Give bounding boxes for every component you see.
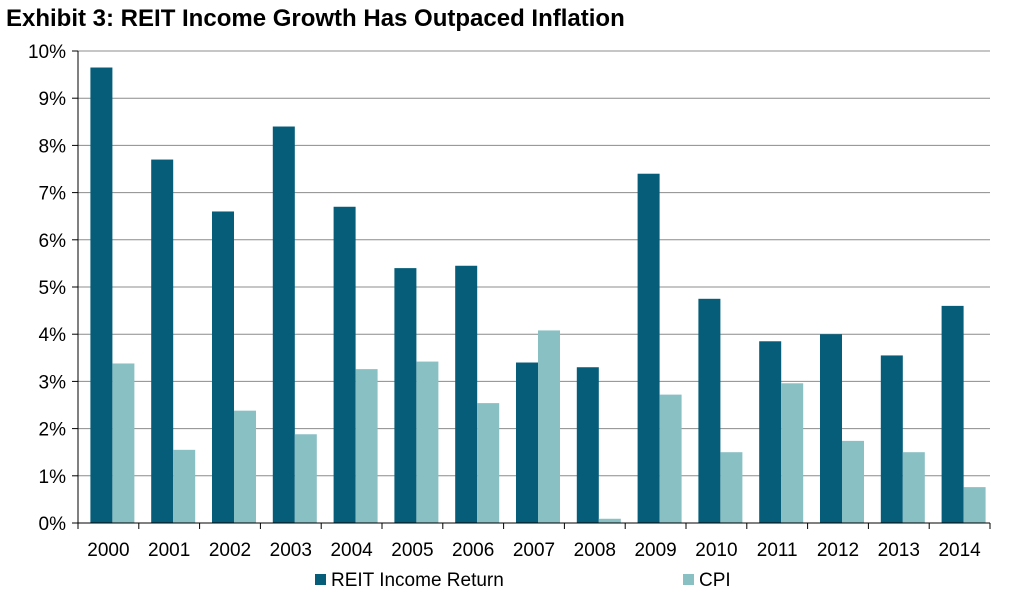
y-tick-label: 7% [39,184,67,205]
x-tick-label: 2013 [878,540,920,561]
cpi-bar-2005 [416,361,439,523]
cpi-bar-2000 [112,363,135,523]
x-tick-label: 2012 [817,540,859,561]
reit-bar-2001 [151,159,174,523]
legend-label: REIT Income Return [331,570,504,591]
cpi-bar-2002 [234,410,256,523]
x-tick-label: 2010 [695,540,737,561]
cpi-bar-2010 [720,452,743,523]
y-tick-label: 10% [28,42,66,63]
cpi-bar-2009 [659,394,682,523]
x-tick-label: 2011 [757,540,798,561]
y-tick-label: 4% [39,325,67,346]
x-tick-label: 2005 [391,540,433,561]
y-tick-label: 2% [39,420,67,441]
cpi-bar-2004 [355,369,378,523]
legend-swatch [315,574,326,585]
legend-label: CPI [699,570,731,591]
reit-bar-2013 [880,355,903,523]
y-tick-label: 0% [39,514,67,535]
x-tick-label: 2000 [87,540,129,561]
cpi-bar-2003 [294,434,317,523]
x-tick-label: 2003 [270,540,312,561]
reit-bar-2006 [455,265,478,523]
chart-title: Exhibit 3: REIT Income Growth Has Outpac… [6,5,625,32]
cpi-bar-2008 [598,518,621,523]
cpi-bar-2013 [902,452,925,523]
x-tick-label: 2006 [452,540,494,561]
cpi-bar-2006 [477,403,500,523]
legend-swatch [683,574,694,585]
y-tick-label: 6% [39,231,67,252]
reit-bar-2005 [394,268,417,523]
reit-bar-2004 [333,206,356,523]
reit-bar-2009 [637,173,660,523]
x-tick-label: 2014 [938,540,981,561]
cpi-bar-2011 [781,383,804,523]
x-tick-label: 2008 [574,540,616,561]
x-tick-label: 2009 [634,540,676,561]
reit-bar-2014 [941,305,964,523]
cpi-bar-2001 [173,449,196,523]
cpi-bar-2012 [842,440,864,523]
x-tick-label: 2007 [513,540,555,561]
x-tick-label: 2002 [209,540,251,561]
x-tick-label: 2001 [148,540,190,561]
cpi-bar-2014 [963,487,986,523]
reit-bar-2010 [698,298,721,523]
y-tick-label: 3% [39,372,67,393]
cpi-bar-2007 [538,330,560,523]
reit-bar-2002 [212,211,234,524]
x-tick-label: 2004 [330,540,373,561]
reit-bar-2012 [820,334,842,523]
reit-bar-2007 [516,362,538,523]
reit-bar-2000 [90,67,113,524]
reit-bar-2008 [576,367,599,523]
reit-bar-2011 [759,341,782,523]
y-tick-label: 1% [39,467,67,488]
y-tick-label: 5% [39,278,67,299]
y-tick-label: 8% [39,136,67,157]
reit-bar-2003 [272,126,295,524]
y-tick-label: 9% [39,89,67,110]
